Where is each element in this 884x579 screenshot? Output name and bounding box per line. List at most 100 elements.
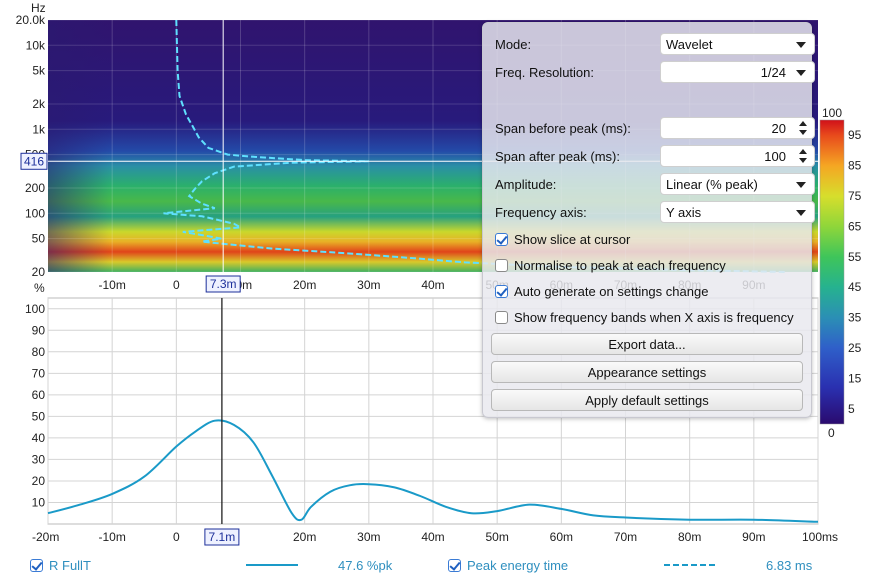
spec-y-tick-label: 5k [32, 64, 46, 78]
show-slice-label: Show slice at cursor [514, 231, 631, 247]
colorbar-tick-label: 65 [848, 219, 862, 233]
colorbar-tick-label: 45 [848, 280, 862, 294]
colorbar-min: 0 [828, 426, 835, 440]
amplitude-label: Amplitude: [495, 176, 557, 192]
slice-x-tick-label: 60m [550, 530, 573, 544]
chevron-down-icon [796, 42, 806, 48]
stepper-arrows-icon[interactable] [798, 120, 810, 136]
slice-x-tick-label: -20m [32, 530, 59, 544]
mode-row: Mode: Wavelet [495, 33, 815, 55]
slice-x-ticks: -20m -10m 0 20m 30m 40m 50m 60m 70m 80m 90m 100ms [32, 530, 838, 544]
legend-solid-line-icon [246, 564, 298, 566]
spec-y-tick-label: 20.0k [16, 13, 46, 27]
slice-y-tick-label: 90 [32, 323, 46, 337]
amplitude-value: Linear (% peak) [666, 176, 758, 192]
span-before-row: Span before peak (ms): 20 [495, 117, 815, 139]
chevron-down-icon [796, 182, 806, 188]
checkbox-unchecked-icon[interactable] [495, 310, 508, 324]
time-cursor-readout-top: 7.3m [205, 275, 241, 293]
freq-axis-select[interactable]: Y axis [660, 201, 815, 223]
legend-series2-value: 6.83 ms [766, 557, 813, 573]
spectrogram-settings-panel: Mode: Wavelet Freq. Resolution: 1/24 Spa… [482, 22, 815, 418]
normalise-checkbox[interactable]: Normalise to peak at each frequency [495, 255, 726, 275]
slice-x-tick-label: 20m [293, 530, 316, 544]
stepper-arrows-icon[interactable] [798, 148, 810, 164]
show-slice-checkbox[interactable]: Show slice at cursor [495, 229, 630, 249]
colorbar-ticks: 95 85 75 65 55 45 35 25 15 5 [848, 128, 862, 416]
auto-generate-label: Auto generate on settings change [514, 283, 709, 299]
slice-x-tick-label: 0 [173, 530, 180, 544]
appearance-settings-button[interactable]: Appearance settings [491, 361, 803, 383]
spec-y-tick-label: 10k [26, 38, 46, 52]
mode-select[interactable]: Wavelet [660, 33, 815, 55]
spec-y-tick-label: 100 [25, 206, 45, 220]
legend-series2-name: Peak energy time [467, 557, 569, 573]
slice-y-tick-label: 30 [32, 452, 46, 466]
colorbar-tick-label: 15 [848, 371, 862, 385]
slice-x-tick-label: 40m [421, 530, 444, 544]
spec-x-tick-label: 40m [421, 278, 444, 292]
legend-series1-value: 47.6 %pk [338, 557, 393, 573]
span-after-stepper[interactable]: 100 [660, 145, 815, 167]
span-before-label: Span before peak (ms): [495, 120, 631, 136]
spec-x-tick-label: 20m [293, 278, 316, 292]
slice-x-tick-label: 30m [357, 530, 380, 544]
colorbar-tick-label: 55 [848, 250, 862, 264]
checkbox-checked-icon[interactable] [30, 558, 43, 572]
apply-defaults-button[interactable]: Apply default settings [491, 389, 803, 411]
time-cursor-label-top: 7.3m [210, 277, 237, 291]
spec-x-tick-label: 0 [173, 278, 180, 292]
show-bands-checkbox[interactable]: Show frequency bands when X axis is freq… [495, 307, 794, 327]
slice-y-tick-label: 100 [25, 302, 45, 316]
span-before-stepper[interactable]: 20 [660, 117, 815, 139]
auto-generate-checkbox[interactable]: Auto generate on settings change [495, 281, 708, 301]
legend-dashed-line-icon [664, 564, 716, 566]
amplitude-select[interactable]: Linear (% peak) [660, 173, 815, 195]
checkbox-checked-icon[interactable] [495, 232, 508, 246]
colorbar-tick-label: 25 [848, 341, 862, 355]
spec-y-tick-label: 2k [32, 97, 46, 111]
slice-y-tick-label: 50 [32, 409, 46, 423]
freq-res-value: 1/24 [760, 64, 786, 80]
colorbar-tick-label: 95 [848, 128, 862, 142]
freq-cursor-readout: 416 [20, 152, 48, 170]
spec-y-tick-label: 1k [32, 122, 46, 136]
slice-x-tick-label: 100ms [802, 530, 838, 544]
spectrogram-y-ticks: 20.0k10k5k2k1k5002001005020 [16, 13, 46, 279]
freq-axis-label: Frequency axis: [495, 204, 587, 220]
colorbar-max: 100 [822, 106, 842, 120]
mode-value: Wavelet [666, 36, 713, 52]
legend-series2[interactable]: Peak energy time [448, 556, 568, 574]
span-after-label: Span after peak (ms): [495, 148, 620, 164]
slice-series-line [47, 419, 819, 523]
freq-res-select[interactable]: 1/24 [660, 61, 815, 83]
spec-x-tick-label: 30m [357, 278, 380, 292]
slice-y-tick-label: 10 [32, 495, 46, 509]
slice-x-tick-label: 70m [614, 530, 637, 544]
time-cursor-label-bottom: 7.1m [209, 530, 236, 544]
chevron-down-icon [796, 70, 806, 76]
freq-res-label: Freq. Resolution: [495, 64, 594, 80]
span-after-value: 100 [764, 148, 786, 164]
checkbox-unchecked-icon[interactable] [495, 258, 508, 272]
export-data-button[interactable]: Export data... [491, 333, 803, 355]
slice-y-tick-label: 40 [32, 431, 46, 445]
slice-y-tick-label: 60 [32, 388, 46, 402]
slice-y-tick-label: 20 [32, 474, 46, 488]
colorbar-tick-label: 5 [848, 402, 855, 416]
slice-x-tick-label: -10m [98, 530, 125, 544]
legend-series1-name: R FullT [49, 557, 91, 573]
slice-x-tick-label: 80m [678, 530, 701, 544]
colorbar-tick-label: 35 [848, 311, 862, 325]
slice-x-tick-label: 90m [742, 530, 765, 544]
spec-y-tick-label: 20 [32, 265, 46, 279]
legend-series1[interactable]: R FullT [30, 556, 91, 574]
freq-res-row: Freq. Resolution: 1/24 [495, 61, 815, 83]
mode-label: Mode: [495, 36, 532, 52]
time-cursor-readout-bottom: 7.1m [204, 528, 240, 546]
spec-y-tick-label: 200 [25, 181, 45, 195]
show-bands-label: Show frequency bands when X axis is freq… [514, 309, 794, 325]
colorbar [819, 119, 845, 425]
checkbox-checked-icon[interactable] [448, 558, 461, 572]
checkbox-checked-icon[interactable] [495, 284, 508, 298]
